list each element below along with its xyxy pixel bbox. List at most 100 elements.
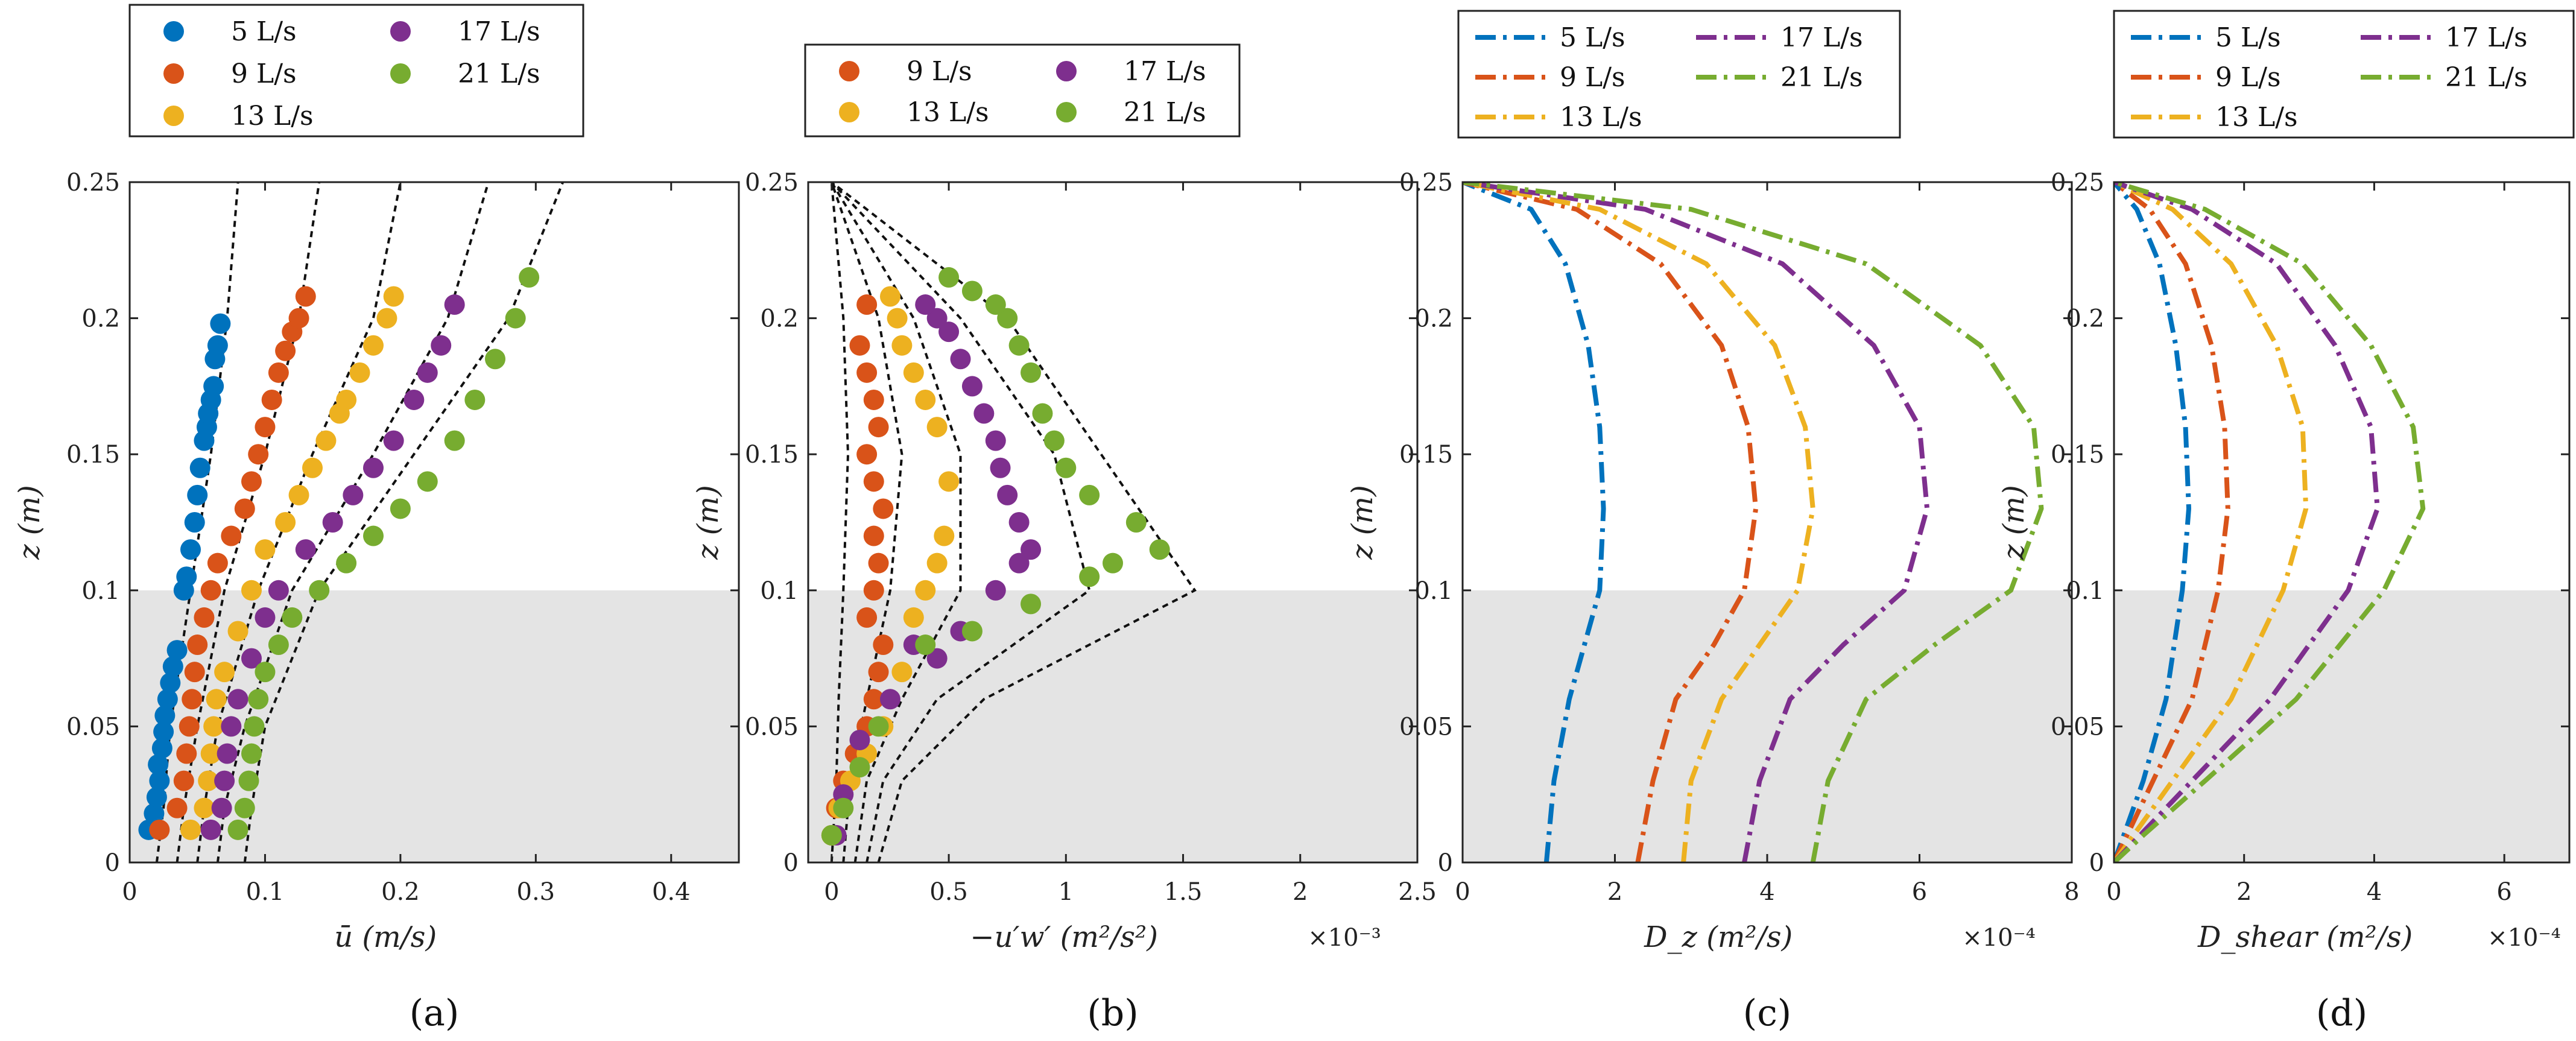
data-point — [856, 607, 878, 628]
data-point — [1021, 539, 1042, 560]
axes-frame — [2113, 181, 2571, 864]
y-tick-label: 0.15 — [745, 441, 799, 469]
data-point — [1079, 566, 1100, 587]
data-point — [1008, 512, 1030, 533]
x-multiplier: ×10⁻³ — [1308, 924, 1381, 952]
x-tick-label: 0 — [824, 878, 839, 906]
y-tick-label: 0.1 — [2066, 577, 2104, 605]
data-point — [151, 738, 172, 759]
data-point — [1008, 335, 1030, 356]
data-point — [176, 566, 197, 587]
data-point — [187, 634, 208, 656]
data-point — [961, 376, 983, 397]
data-point — [248, 444, 269, 465]
x-multiplier: ×10⁻⁴ — [2487, 924, 2561, 952]
data-point — [1079, 484, 1100, 505]
data-point — [295, 539, 316, 560]
data-point — [938, 321, 960, 343]
data-point — [1125, 512, 1147, 533]
data-point — [863, 689, 884, 710]
x-tick-label: 2 — [1607, 878, 1622, 906]
axes-frame — [807, 181, 1419, 864]
data-point — [162, 656, 183, 677]
data-point — [282, 607, 303, 628]
x-tick-label: 8 — [2064, 878, 2079, 906]
data-point — [363, 525, 384, 546]
y-tick-label: 0.1 — [1414, 577, 1453, 605]
series-line-s17 — [2114, 182, 2380, 862]
x-tick-label: 0.4 — [652, 878, 691, 906]
data-point — [926, 417, 948, 438]
data-point — [985, 580, 1006, 601]
data-point — [153, 721, 174, 742]
data-point — [207, 335, 228, 356]
data-point — [206, 689, 227, 710]
legend-label: 17 L/s — [2445, 22, 2528, 53]
y-axis-label: z (m) — [691, 485, 725, 560]
x-tick-label: 6 — [2496, 878, 2511, 906]
y-tick-label: 0 — [783, 849, 799, 877]
legend-marker — [1056, 61, 1077, 81]
y-tick-label: 0.1 — [81, 577, 120, 605]
series-s13 — [180, 286, 404, 840]
data-point — [926, 648, 948, 669]
data-point — [315, 430, 337, 451]
legend-label: 17 L/s — [1780, 22, 1863, 53]
legend-marker — [163, 106, 184, 126]
x-axis-label: ū (m/s) — [334, 920, 437, 954]
data-point — [268, 362, 289, 383]
data-point — [390, 498, 411, 519]
data-point — [255, 539, 276, 560]
data-point — [241, 471, 262, 492]
data-point — [863, 471, 884, 492]
data-point — [211, 797, 232, 818]
series-line-s13 — [1463, 182, 1815, 862]
data-point — [160, 672, 181, 694]
x-tick-label: 0 — [1455, 878, 1470, 906]
x-axis-label: −u′w′ (m²/s²) — [970, 920, 1158, 954]
data-point — [938, 471, 960, 492]
x-tick-label: 4 — [1759, 878, 1774, 906]
axes-frame — [128, 181, 740, 864]
x-tick-label: 1.5 — [1164, 878, 1203, 906]
data-point — [833, 797, 854, 818]
data-point — [903, 607, 924, 628]
data-point — [309, 580, 330, 601]
data-point — [200, 819, 221, 840]
y-tick-label: 0.05 — [745, 713, 799, 741]
legend-label: 21 L/s — [1124, 97, 1206, 128]
fit-curve-4 — [831, 182, 1091, 862]
series-s5 — [138, 313, 231, 840]
data-point — [915, 634, 936, 656]
data-point — [275, 340, 296, 361]
series-line-s13 — [2114, 182, 2309, 862]
data-point — [879, 689, 900, 710]
data-point — [891, 335, 913, 356]
data-point — [363, 335, 384, 356]
data-point — [431, 335, 452, 356]
series-s21 — [821, 267, 1170, 846]
shaded-region — [808, 590, 1417, 862]
data-point — [1021, 593, 1042, 615]
data-point — [868, 716, 889, 737]
x-tick-label: 0 — [2106, 878, 2121, 906]
data-point — [244, 716, 265, 737]
panel-label: (b) — [1087, 992, 1138, 1034]
plot-area — [2114, 182, 2426, 862]
legend-label: 13 L/s — [231, 101, 314, 131]
data-point — [146, 786, 167, 808]
x-tick-label: 2 — [1293, 878, 1308, 906]
panel-c: 0 2 4 6 8 0 0.05 0.1 0.15 0.2 0.25 D_z (m²/s) z (m) ×… — [1346, 10, 2080, 1034]
data-point — [248, 689, 269, 710]
data-point — [149, 770, 170, 791]
legend-label: 5 L/s — [231, 16, 297, 47]
data-point — [187, 484, 208, 505]
data-point — [184, 512, 205, 533]
data-point — [189, 457, 210, 478]
data-point — [417, 362, 438, 383]
y-tick-label: 0.15 — [66, 441, 120, 469]
legend-label: 9 L/s — [231, 59, 297, 89]
data-point — [1055, 457, 1077, 478]
x-tick-label: 0.3 — [517, 878, 555, 906]
data-point — [221, 716, 242, 737]
